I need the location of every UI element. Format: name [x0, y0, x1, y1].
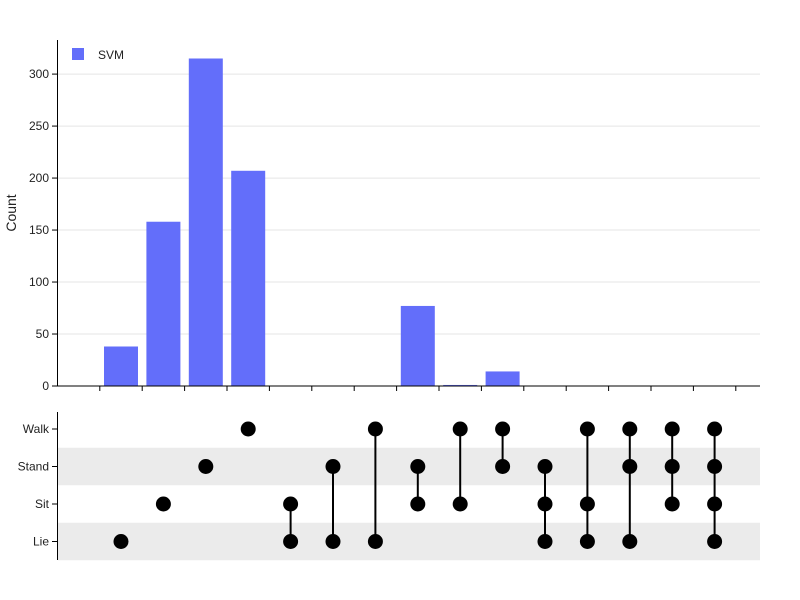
row-band: [58, 522, 760, 561]
bar[interactable]: [485, 371, 520, 386]
membership-dot: [367, 421, 383, 437]
membership-dot: [579, 496, 595, 512]
membership-dot: [622, 459, 638, 474]
membership-dot: [325, 459, 341, 474]
membership-dot: [537, 496, 553, 512]
row-label-stand: Stand: [18, 460, 49, 474]
legend-label-svm: SVM: [98, 48, 124, 62]
bars: [104, 58, 520, 387]
y-tick-label: 0: [42, 379, 49, 393]
row-labels: Walk Stand Sit Lie: [18, 422, 57, 549]
membership-dot: [707, 496, 723, 512]
membership-dot: [537, 534, 553, 549]
y-axis-title: Count: [3, 194, 19, 231]
membership-dot: [495, 421, 511, 437]
row-label-walk: Walk: [23, 422, 50, 436]
row-bands: [58, 447, 760, 561]
bar[interactable]: [146, 221, 181, 386]
membership-dot: [367, 534, 383, 549]
membership-dot: [707, 421, 723, 437]
bar[interactable]: [231, 170, 266, 386]
membership-dot: [283, 534, 299, 549]
membership-dot: [664, 496, 680, 512]
bar[interactable]: [400, 305, 435, 386]
bar-panel: 0 50 100 150 200 250 300 Count SVM: [3, 40, 760, 393]
y-tick-label: 200: [29, 171, 49, 185]
membership-dot: [240, 421, 256, 437]
y-tick-label: 250: [29, 119, 49, 133]
membership-dot: [579, 421, 595, 437]
legend-swatch: [72, 48, 84, 60]
membership-dot: [495, 459, 511, 474]
row-band: [58, 447, 760, 486]
membership-dot: [622, 534, 638, 549]
row-label-lie: Lie: [33, 535, 49, 549]
bar[interactable]: [443, 384, 478, 386]
y-axis-ticks: 0 50 100 150 200 250 300: [29, 67, 57, 393]
y-tick-label: 300: [29, 67, 49, 81]
membership-dots: [113, 421, 723, 549]
x-axis-ticks: [99, 386, 737, 391]
membership-dot: [579, 534, 595, 549]
membership-dot: [707, 534, 723, 549]
membership-dot: [113, 534, 129, 549]
membership-dot: [537, 459, 553, 474]
membership-dot: [452, 496, 468, 512]
membership-dot: [664, 421, 680, 437]
membership-dot: [452, 421, 468, 437]
membership-dot: [410, 459, 426, 474]
membership-dot: [707, 459, 723, 474]
membership-dot: [155, 496, 171, 512]
row-label-sit: Sit: [35, 497, 50, 511]
matrix-panel: Walk Stand Sit Lie: [18, 412, 760, 561]
membership-dot: [325, 534, 341, 549]
membership-dot: [198, 459, 214, 474]
y-tick-label: 50: [36, 327, 50, 341]
membership-dot: [664, 459, 680, 474]
membership-dot: [622, 421, 638, 437]
bar[interactable]: [104, 346, 138, 386]
y-tick-label: 100: [29, 275, 49, 289]
membership-dot: [410, 496, 426, 512]
legend[interactable]: SVM: [72, 48, 124, 62]
membership-dot: [283, 496, 299, 512]
y-tick-label: 150: [29, 223, 49, 237]
bar[interactable]: [188, 58, 223, 387]
